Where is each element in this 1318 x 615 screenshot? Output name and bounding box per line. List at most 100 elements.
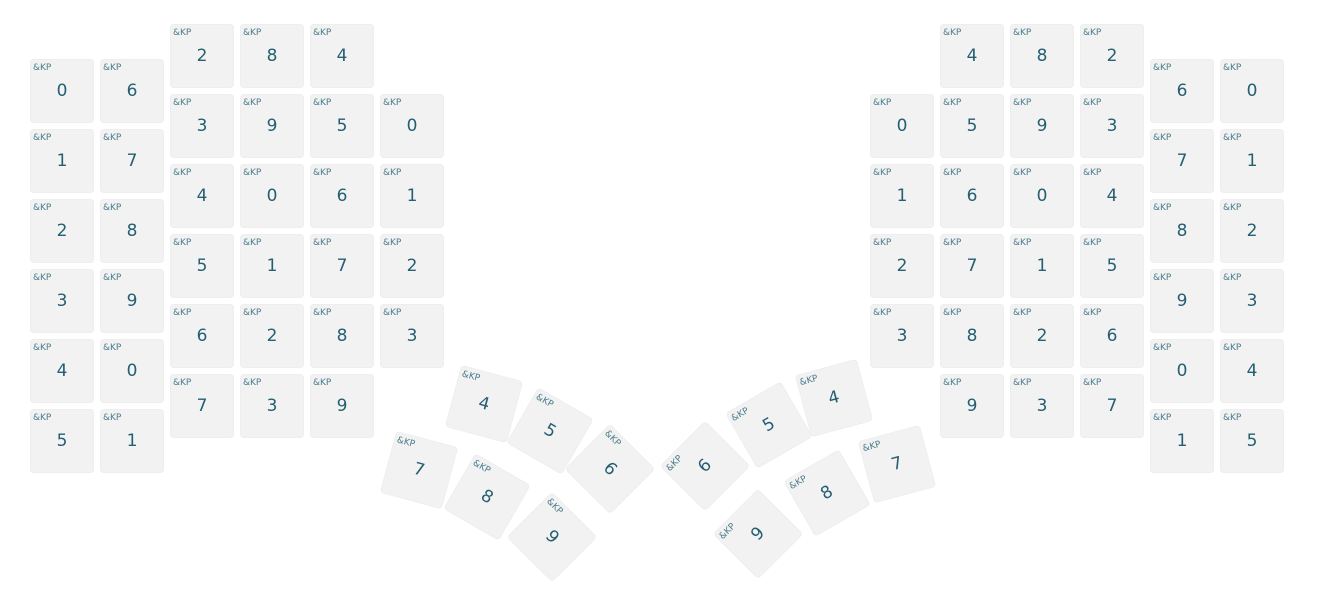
key-value: 5 bbox=[1246, 431, 1258, 451]
key-binding-label: &KP bbox=[173, 168, 192, 178]
key-left: &KP 8 bbox=[100, 199, 164, 263]
key-right: &KP 0 bbox=[1220, 59, 1284, 123]
key-value: 8 bbox=[966, 326, 978, 346]
key-left: &KP 5 bbox=[170, 234, 234, 298]
key-value: 9 bbox=[266, 116, 278, 136]
key-left: &KP 5 bbox=[310, 94, 374, 158]
key-value: 9 bbox=[1036, 116, 1048, 136]
key-binding-label: &KP bbox=[544, 496, 565, 517]
key-left: &KP 8 bbox=[240, 24, 304, 88]
key-binding-label: &KP bbox=[873, 98, 892, 108]
key-binding-label: &KP bbox=[460, 369, 481, 384]
key-left: &KP 4 bbox=[310, 24, 374, 88]
key-binding-label: &KP bbox=[1153, 133, 1172, 143]
key-binding-label: &KP bbox=[1223, 203, 1242, 213]
key-value: 9 bbox=[336, 396, 348, 416]
key-binding-label: &KP bbox=[1153, 63, 1172, 73]
key-right: &KP 0 bbox=[870, 94, 934, 158]
key-binding-label: &KP bbox=[383, 168, 402, 178]
key-right: &KP 0 bbox=[1010, 164, 1074, 228]
key-binding-label: &KP bbox=[943, 308, 962, 318]
key-binding-label: &KP bbox=[873, 168, 892, 178]
key-value: 0 bbox=[266, 186, 278, 206]
key-right: &KP 3 bbox=[870, 304, 934, 368]
key-value: 7 bbox=[1106, 396, 1118, 416]
key-value: 0 bbox=[126, 361, 138, 381]
key-binding-label: &KP bbox=[33, 343, 52, 353]
key-binding-label: &KP bbox=[1083, 308, 1102, 318]
key-value: 3 bbox=[1106, 116, 1118, 136]
key-value: 9 bbox=[747, 523, 769, 545]
key-binding-label: &KP bbox=[103, 133, 122, 143]
key-left: &KP 0 bbox=[100, 339, 164, 403]
key-binding-label: &KP bbox=[798, 373, 820, 389]
key-binding-label: &KP bbox=[717, 521, 738, 542]
key-binding-label: &KP bbox=[664, 453, 685, 474]
key-value: 8 bbox=[266, 46, 278, 66]
key-left: &KP 8 bbox=[310, 304, 374, 368]
key-value: 5 bbox=[336, 116, 348, 136]
key-binding-label: &KP bbox=[1153, 343, 1172, 353]
key-binding-label: &KP bbox=[602, 428, 623, 449]
key-right: &KP 2 bbox=[1080, 24, 1144, 88]
key-right: &KP 2 bbox=[1220, 199, 1284, 263]
key-right: &KP 2 bbox=[1010, 304, 1074, 368]
key-binding-label: &KP bbox=[1083, 98, 1102, 108]
key-value: 4 bbox=[1106, 186, 1118, 206]
key-value: 1 bbox=[266, 256, 278, 276]
key-left: &KP 7 bbox=[100, 129, 164, 193]
key-left: &KP 9 bbox=[100, 269, 164, 333]
key-value: 2 bbox=[266, 326, 278, 346]
key-binding-label: &KP bbox=[1223, 133, 1242, 143]
key-binding-label: &KP bbox=[383, 98, 402, 108]
key-value: 6 bbox=[966, 186, 978, 206]
key-binding-label: &KP bbox=[33, 203, 52, 213]
key-binding-label: &KP bbox=[1013, 98, 1032, 108]
key-value: 8 bbox=[1036, 46, 1048, 66]
key-left: &KP 9 bbox=[240, 94, 304, 158]
key-binding-label: &KP bbox=[1223, 63, 1242, 73]
key-binding-label: &KP bbox=[1013, 238, 1032, 248]
key-value: 1 bbox=[56, 151, 68, 171]
key-binding-label: &KP bbox=[103, 203, 122, 213]
key-left: &KP 6 bbox=[170, 304, 234, 368]
key-value: 7 bbox=[336, 256, 348, 276]
key-value: 0 bbox=[1246, 81, 1258, 101]
key-value: 2 bbox=[406, 256, 418, 276]
key-value: 2 bbox=[1036, 326, 1048, 346]
key-right: &KP 8 bbox=[1150, 199, 1214, 263]
key-value: 1 bbox=[126, 431, 138, 451]
key-right: &KP 9 bbox=[1150, 269, 1214, 333]
key-left: &KP 1 bbox=[30, 129, 94, 193]
key-right: &KP 4 bbox=[1220, 339, 1284, 403]
key-binding-label: &KP bbox=[103, 63, 122, 73]
key-binding-label: &KP bbox=[873, 308, 892, 318]
key-binding-label: &KP bbox=[943, 378, 962, 388]
key-binding-label: &KP bbox=[313, 238, 332, 248]
key-binding-label: &KP bbox=[33, 63, 52, 73]
key-binding-label: &KP bbox=[173, 308, 192, 318]
key-right: &KP 9 bbox=[940, 374, 1004, 438]
key-binding-label: &KP bbox=[943, 168, 962, 178]
key-binding-label: &KP bbox=[33, 413, 52, 423]
key-value: 4 bbox=[966, 46, 978, 66]
key-left: &KP 9 bbox=[310, 374, 374, 438]
key-left: &KP 3 bbox=[240, 374, 304, 438]
key-value: 2 bbox=[1106, 46, 1118, 66]
key-right: &KP 4 bbox=[940, 24, 1004, 88]
key-right: &KP 3 bbox=[1080, 94, 1144, 158]
key-value: 5 bbox=[56, 431, 68, 451]
key-value: 8 bbox=[126, 221, 138, 241]
key-binding-label: &KP bbox=[103, 413, 122, 423]
key-value: 0 bbox=[896, 116, 908, 136]
key-value: 1 bbox=[1246, 151, 1258, 171]
key-left: &KP 3 bbox=[30, 269, 94, 333]
key-value: 6 bbox=[336, 186, 348, 206]
key-value: 3 bbox=[896, 326, 908, 346]
key-left: &KP 4 bbox=[170, 164, 234, 228]
key-left: &KP 0 bbox=[380, 94, 444, 158]
key-left: &KP 0 bbox=[240, 164, 304, 228]
key-right: &KP 8 bbox=[1010, 24, 1074, 88]
key-left: &KP 3 bbox=[380, 304, 444, 368]
